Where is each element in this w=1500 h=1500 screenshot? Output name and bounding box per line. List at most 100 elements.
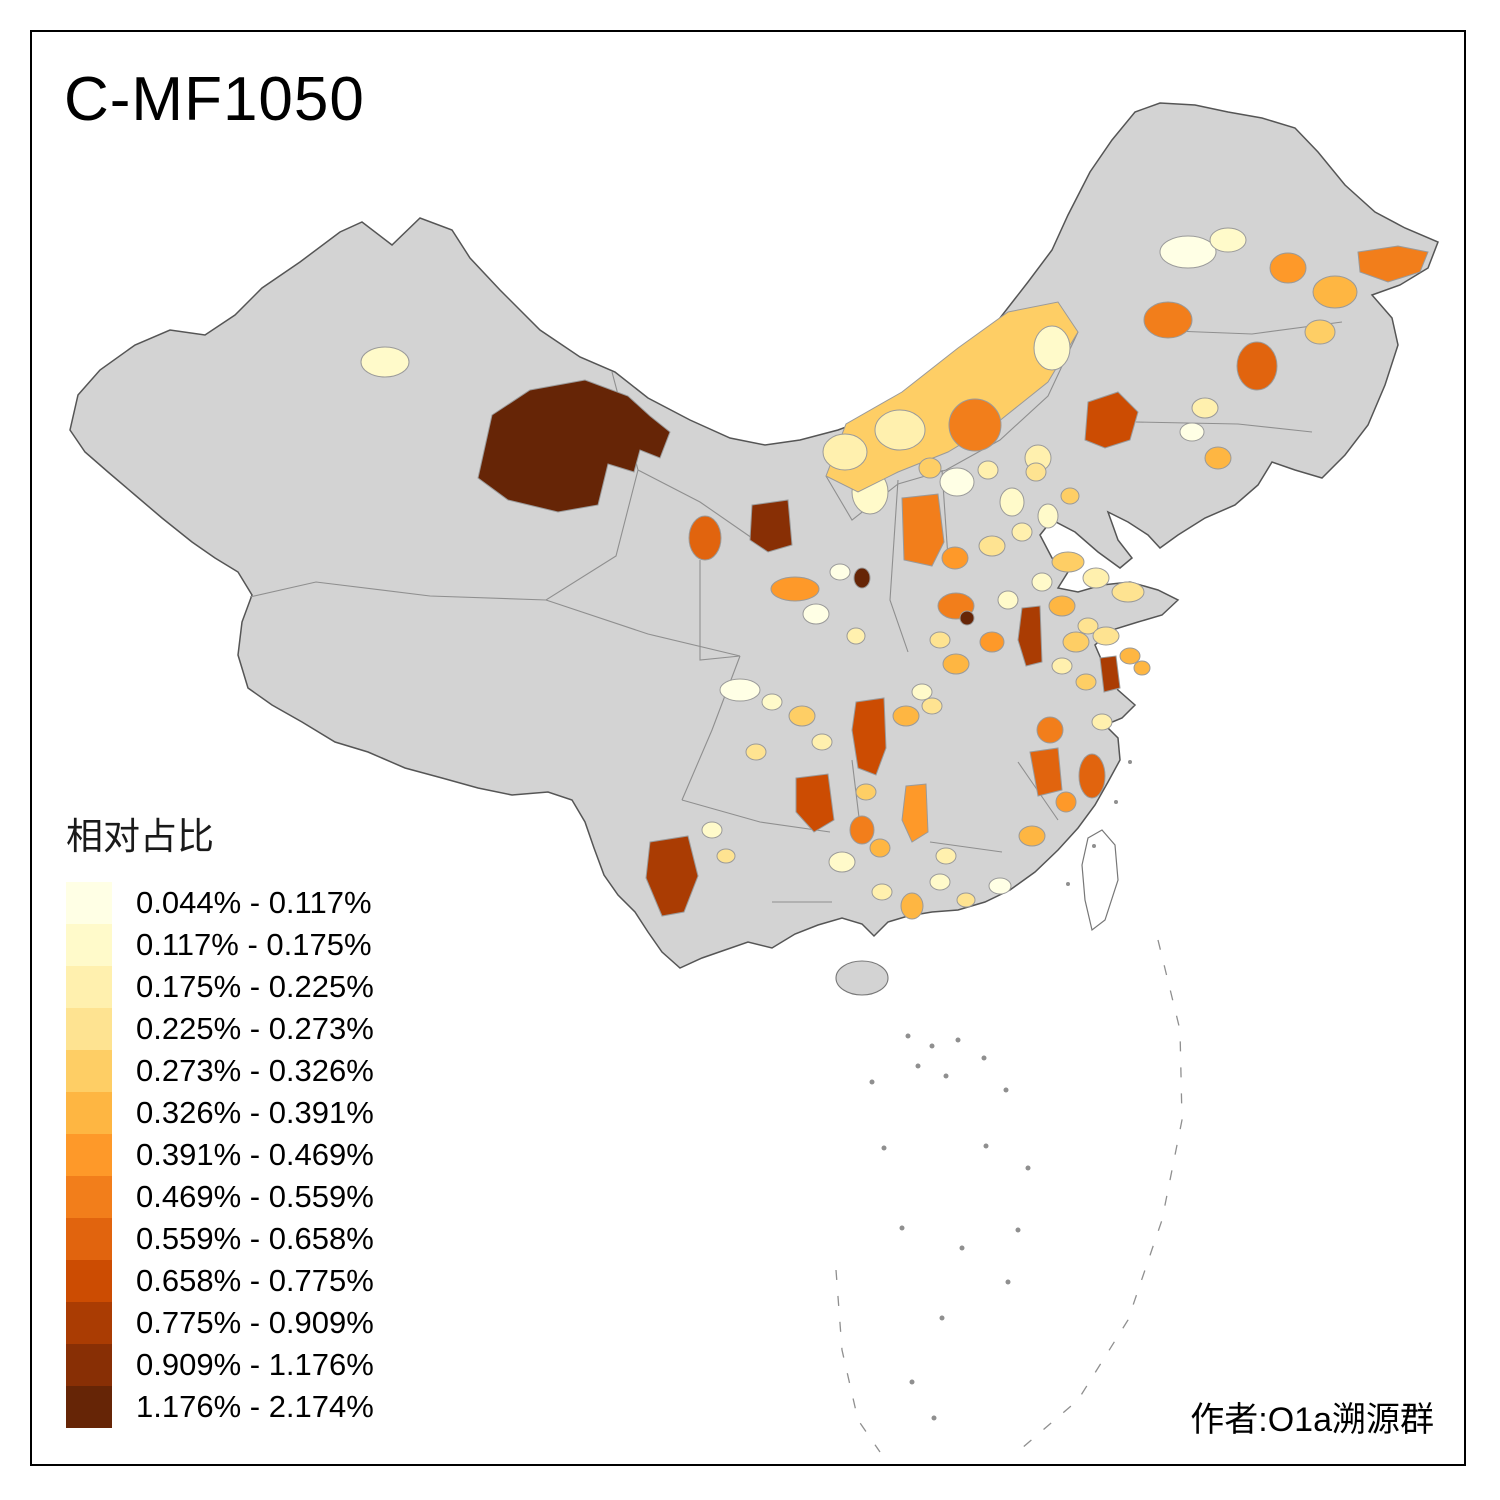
- map-region: [811, 733, 833, 751]
- map-region: [1031, 572, 1053, 592]
- map-region: [749, 499, 793, 553]
- map-region: [979, 631, 1005, 653]
- map-region: [911, 683, 933, 701]
- map-region: [1018, 825, 1046, 847]
- map-region: [849, 815, 875, 845]
- taiwan-island: [1081, 829, 1119, 932]
- map-region: [1075, 673, 1097, 691]
- map-region: [1077, 617, 1099, 635]
- legend-item: 0.469% - 0.559%: [66, 1176, 374, 1218]
- map-region: [988, 877, 1012, 895]
- map-region: [901, 783, 929, 843]
- map-region: [1312, 275, 1358, 309]
- map-region: [761, 693, 783, 711]
- legend-swatch: [66, 1218, 112, 1260]
- legend-item: 0.658% - 0.775%: [66, 1260, 374, 1302]
- legend-swatch: [66, 966, 112, 1008]
- legend-item: 1.176% - 2.174%: [66, 1386, 374, 1428]
- map-region: [1082, 567, 1110, 589]
- map-region: [874, 409, 926, 451]
- map-region: [1011, 522, 1033, 542]
- map-region: [1119, 647, 1141, 665]
- legend-swatch: [66, 1134, 112, 1176]
- map-region: [959, 610, 975, 626]
- legend-label: 0.469% - 0.559%: [136, 1179, 374, 1214]
- map-region: [1051, 657, 1073, 675]
- map-region: [900, 892, 924, 920]
- map-region: [1209, 227, 1247, 253]
- map-region: [688, 515, 722, 561]
- map-region: [1357, 245, 1429, 283]
- legend-label: 0.775% - 0.909%: [136, 1305, 374, 1340]
- map-region: [941, 546, 969, 570]
- legend-item: 0.225% - 0.273%: [66, 1008, 374, 1050]
- legend-label: 0.117% - 0.175%: [136, 927, 372, 962]
- map-region: [956, 892, 976, 908]
- legend-item: 0.175% - 0.225%: [66, 966, 374, 1008]
- legend-items: 0.044% - 0.117% 0.117% - 0.175% 0.175% - 0…: [66, 882, 374, 1428]
- map-region: [935, 847, 957, 865]
- map-region: [977, 460, 999, 480]
- map-region: [871, 883, 893, 901]
- map-region: [822, 433, 868, 471]
- map-region: [997, 590, 1019, 610]
- map-region: [1037, 503, 1059, 529]
- map-region: [1025, 462, 1047, 482]
- map-region: [1133, 660, 1151, 676]
- map-region: [788, 705, 816, 727]
- map-region: [1060, 487, 1080, 505]
- legend-item: 0.559% - 0.658%: [66, 1218, 374, 1260]
- map-region: [829, 563, 851, 581]
- legend-item: 0.273% - 0.326%: [66, 1050, 374, 1092]
- legend-swatch: [66, 1092, 112, 1134]
- map-region: [1062, 631, 1090, 653]
- map-region: [1055, 791, 1077, 813]
- legend-swatch: [66, 1260, 112, 1302]
- legend-label: 0.175% - 0.225%: [136, 969, 374, 1004]
- map-region: [1143, 301, 1193, 339]
- map-region: [795, 773, 835, 833]
- map-region: [1033, 325, 1071, 371]
- map-region: [1191, 397, 1219, 419]
- map-region: [978, 535, 1006, 557]
- legend-item: 0.044% - 0.117%: [66, 882, 374, 924]
- legend-swatch: [66, 1302, 112, 1344]
- map-region: [942, 653, 970, 675]
- map-region: [1092, 626, 1120, 646]
- map-region: [892, 705, 920, 727]
- legend-title: 相对占比: [66, 816, 214, 857]
- legend-item: 0.775% - 0.909%: [66, 1302, 374, 1344]
- map-region: [1159, 235, 1217, 269]
- legend-item: 0.326% - 0.391%: [66, 1092, 374, 1134]
- legend-item: 0.391% - 0.469%: [66, 1134, 374, 1176]
- legend-label: 0.044% - 0.117%: [136, 885, 372, 920]
- map-region: [1111, 581, 1145, 603]
- legend-item: 0.909% - 1.176%: [66, 1344, 374, 1386]
- map-region: [918, 457, 942, 479]
- author-credit: 作者:O1a溯源群: [1190, 1401, 1434, 1439]
- legend-label: 0.658% - 0.775%: [136, 1263, 374, 1298]
- legend-label: 0.909% - 1.176%: [136, 1347, 374, 1382]
- map-region: [1084, 391, 1139, 449]
- map-region: [360, 346, 410, 378]
- legend-label: 1.176% - 2.174%: [136, 1389, 374, 1424]
- map-region: [921, 697, 943, 715]
- map-region: [846, 627, 866, 645]
- map-region: [802, 603, 830, 625]
- prefecture-regions: [360, 227, 1429, 920]
- legend-swatch: [66, 924, 112, 966]
- map-region: [745, 743, 767, 761]
- legend-swatch: [66, 1050, 112, 1092]
- legend-swatch: [66, 882, 112, 924]
- map-region: [1091, 713, 1113, 731]
- map-region: [855, 783, 877, 801]
- map-region: [1304, 319, 1336, 345]
- map-region: [901, 493, 945, 567]
- map-region: [999, 487, 1025, 517]
- map-region: [1036, 716, 1064, 744]
- map-region: [770, 576, 820, 602]
- legend-label: 0.225% - 0.273%: [136, 1011, 374, 1046]
- map-region: [477, 379, 671, 513]
- map-region: [701, 821, 723, 839]
- map-region: [939, 467, 975, 497]
